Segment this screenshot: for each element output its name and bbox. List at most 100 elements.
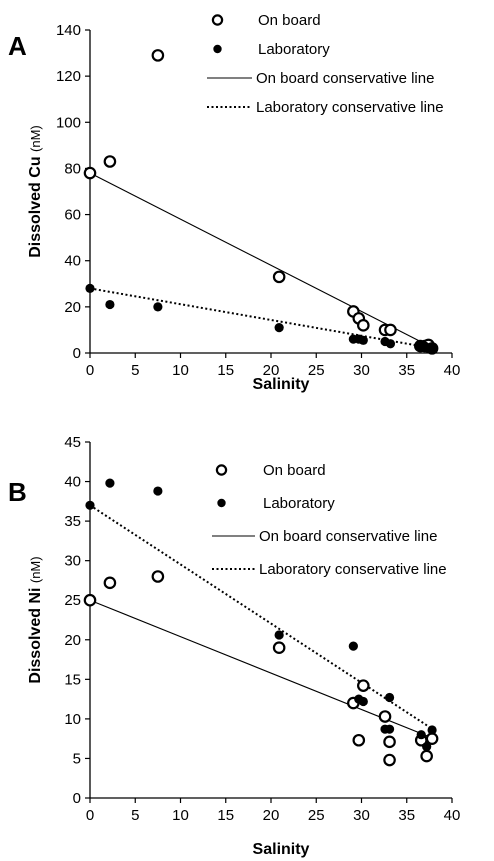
y-tick-label: 30: [64, 553, 81, 570]
on-board-point: [83, 166, 97, 180]
legend-label: Laboratory conservative line: [256, 99, 444, 116]
laboratory-point: [427, 725, 437, 735]
legend-marker-on-board: [211, 14, 224, 26]
y-axis-label: Dissolved Ni (nM): [27, 556, 44, 683]
on-board-conservative-line: [89, 172, 435, 349]
legend-marker-laboratory: [213, 44, 222, 54]
on-board-point: [151, 570, 165, 583]
laboratory-point: [85, 283, 95, 293]
y-tick-label: 40: [64, 474, 81, 491]
laboratory-point: [358, 335, 368, 345]
x-tick-label: 15: [217, 807, 234, 824]
laboratory-point: [422, 741, 432, 752]
laboratory-point: [153, 486, 163, 496]
laboratory-point: [274, 323, 284, 333]
x-tick-label: 40: [444, 362, 461, 379]
y-axis-label: Dissolved Cu (nM): [27, 125, 44, 258]
y-tick-label: 10: [64, 711, 81, 728]
legend-label: On board conservative line: [256, 70, 434, 87]
y-tick-label: 120: [56, 68, 81, 85]
on-board-point: [384, 323, 397, 337]
y-tick-label: 20: [64, 632, 81, 649]
chart-panel-b: B 0 5 10 15 20 25 30 35 40 45 0 5 10 15 20 25 30 35 40 Salin…: [8, 434, 460, 858]
y-tick-label: 60: [64, 207, 81, 224]
x-tick-label: 40: [444, 807, 461, 824]
laboratory-point: [348, 641, 358, 651]
legend-label: On board: [258, 12, 321, 29]
y-tick-label: 140: [56, 22, 81, 39]
chart-panel-a: A 0 20 40 60 80 100 120 140 0 5 10 15 20 25 30 35 40 Salin…: [8, 12, 460, 393]
laboratory-point: [416, 730, 426, 740]
laboratory-point: [384, 724, 395, 734]
y-tick-label: 100: [56, 114, 81, 131]
x-tick-label: 30: [353, 807, 370, 824]
on-board-point: [103, 155, 117, 168]
legend-marker-on-board: [215, 464, 228, 476]
laboratory-conservative-line: [89, 504, 435, 731]
y-axis-label-text: Dissolved Ni: [27, 583, 44, 683]
panel-label: A: [8, 31, 27, 61]
y-tick-label: 0: [73, 345, 81, 362]
on-board-point: [383, 735, 396, 749]
x-axis-label: Salinity: [253, 376, 310, 393]
x-tick-label: 20: [263, 362, 280, 379]
on-board-point: [151, 49, 165, 62]
legend-label: On board: [263, 462, 326, 479]
laboratory-point: [105, 299, 115, 310]
on-board-point: [272, 270, 286, 284]
laboratory-point: [153, 302, 163, 312]
x-tick-label: 20: [263, 807, 280, 824]
panel-label: B: [8, 477, 27, 507]
on-board-point: [103, 576, 117, 590]
y-tick-label: 40: [64, 253, 81, 270]
x-tick-label: 10: [172, 807, 189, 824]
x-tick-label: 5: [131, 362, 139, 379]
on-board-point: [378, 710, 392, 723]
legend: On board Laboratory On board conservative …: [207, 12, 444, 116]
on-board-point: [357, 679, 370, 692]
legend-label: Laboratory: [258, 41, 330, 58]
y-axis-label-unit: (nM): [28, 556, 43, 583]
laboratory-point: [105, 478, 115, 488]
legend-label: On board conservative line: [259, 528, 437, 545]
laboratory-point: [85, 500, 95, 510]
y-tick-label: 20: [64, 299, 81, 316]
on-board-point: [357, 319, 370, 332]
x-tick-label: 35: [398, 362, 415, 379]
x-tick-label: 35: [398, 807, 415, 824]
x-tick-label: 0: [86, 807, 94, 824]
y-tick-label: 25: [64, 592, 81, 609]
x-tick-label: 0: [86, 362, 94, 379]
x-tick-label: 5: [131, 807, 139, 824]
y-tick-label: 15: [64, 671, 81, 688]
laboratory-point: [385, 339, 396, 349]
laboratory-point: [358, 696, 368, 707]
on-board-point: [272, 641, 286, 654]
x-tick-label: 30: [353, 362, 370, 379]
y-tick-label: 80: [64, 160, 81, 177]
laboratory-point: [427, 343, 437, 353]
x-axis-label: Salinity: [253, 841, 310, 858]
y-axis-label-text: Dissolved Cu: [27, 152, 44, 258]
on-board-point: [425, 732, 439, 745]
y-tick-label: 5: [73, 750, 81, 767]
on-board-conservative-line: [89, 599, 435, 740]
y-tick-label: 35: [64, 513, 81, 530]
x-tick-label: 25: [308, 807, 325, 824]
x-tick-label: 10: [172, 362, 189, 379]
y-tick-label: 45: [64, 434, 81, 451]
y-axis-label-unit: (nM): [28, 125, 43, 152]
laboratory-point: [384, 692, 395, 703]
x-tick-label: 25: [308, 362, 325, 379]
on-board-point: [420, 749, 433, 763]
legend: On board Laboratory On board conservative …: [212, 462, 447, 578]
x-tick-label: 15: [217, 362, 234, 379]
legend-marker-laboratory: [217, 498, 226, 508]
on-board-point: [83, 593, 97, 607]
on-board-point: [383, 753, 396, 767]
legend-label: Laboratory: [263, 495, 335, 512]
laboratory-point: [274, 630, 284, 640]
legend-label: Laboratory conservative line: [259, 561, 447, 578]
y-tick-label: 0: [73, 790, 81, 807]
